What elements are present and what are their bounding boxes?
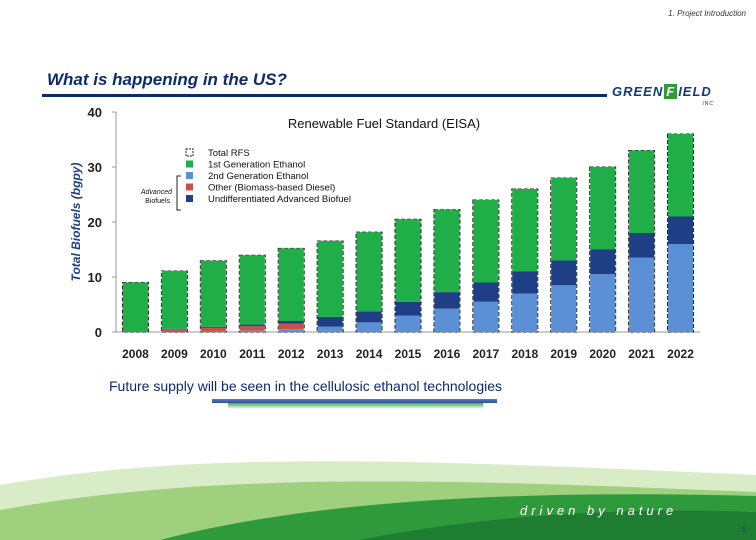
bar-gen1-2018 xyxy=(512,189,538,272)
bar-gen2-2019 xyxy=(551,285,577,332)
legend-label: 2nd Generation Ethanol xyxy=(208,171,308,182)
bar-gen1-2022 xyxy=(668,134,694,217)
x-tick-label: 2015 xyxy=(395,347,422,361)
y-tick-label: 10 xyxy=(88,270,102,285)
x-tick-label: 2012 xyxy=(278,347,305,361)
x-tick-label: 2013 xyxy=(317,347,344,361)
page-number: 5 xyxy=(742,527,746,534)
legend-swatch-3 xyxy=(186,183,193,191)
bar-undiff-2013 xyxy=(317,316,343,327)
legend-label: Undifferentiated Advanced Biofuel xyxy=(208,194,351,205)
statement-underline-shadow xyxy=(228,403,483,409)
y-axis-label: Total Biofuels (bgpy) xyxy=(69,163,83,282)
bar-undiff-2018 xyxy=(512,271,538,294)
legend-bracket xyxy=(176,175,181,211)
logo-text-right: IELD xyxy=(678,84,712,99)
x-tick-label: 2014 xyxy=(356,347,383,361)
bar-other-2009 xyxy=(161,329,187,332)
footer-wave-graphic xyxy=(0,461,756,540)
bar-gen1-2021 xyxy=(629,150,655,233)
legend-bracket-label-line2: Biofuels xyxy=(145,198,170,205)
bar-gen2-2010 xyxy=(200,331,226,332)
section-label: 1. Project Introduction xyxy=(668,9,746,18)
legend-label: Other (Biomass-based Diesel) xyxy=(208,183,335,194)
legend-bracket-label-line1: Advanced xyxy=(140,189,173,196)
logo-subtext: INC xyxy=(702,101,714,107)
footer-statement: Future supply will be seen in the cellul… xyxy=(109,378,503,394)
x-tick-label: 2020 xyxy=(589,347,616,361)
bar-gen2-2011 xyxy=(239,330,265,333)
bar-other-2012 xyxy=(278,323,304,330)
chart-title: Renewable Fuel Standard (EISA) xyxy=(288,116,480,131)
bar-undiff-2019 xyxy=(551,260,577,286)
bar-gen2-2015 xyxy=(395,315,421,332)
x-tick-label: 2019 xyxy=(550,347,577,361)
bar-undiff-2012 xyxy=(278,321,304,324)
legend-swatch-4 xyxy=(186,195,193,202)
bar-gen1-2013 xyxy=(317,240,343,317)
bar-undiff-2017 xyxy=(473,282,499,302)
bar-gen1-2020 xyxy=(590,167,616,250)
title-divider xyxy=(42,94,607,97)
bar-undiff-2009 xyxy=(161,328,187,330)
bar-gen1-2009 xyxy=(161,270,187,329)
bar-gen2-2013 xyxy=(317,326,343,332)
x-tick-label: 2021 xyxy=(628,347,655,361)
bar-other-2011 xyxy=(239,326,265,331)
bar-gen1-2015 xyxy=(395,219,421,302)
bar-undiff-2011 xyxy=(239,324,265,327)
greenfield-logo: GREEN F IELD INC xyxy=(612,84,722,110)
logo-box-letter: F xyxy=(664,84,678,99)
bar-undiff-2021 xyxy=(629,233,655,258)
bar-gen2-2020 xyxy=(590,274,616,332)
legend-label: 1st Generation Ethanol xyxy=(208,160,305,171)
tagline: driven by nature xyxy=(520,503,678,518)
bar-other-2010 xyxy=(200,327,226,332)
bar-gen2-2021 xyxy=(629,257,655,332)
y-tick-label: 0 xyxy=(95,325,102,340)
bar-undiff-2020 xyxy=(590,249,616,275)
bar-gen2-2017 xyxy=(473,301,499,332)
x-tick-label: 2018 xyxy=(511,347,538,361)
statement-underline xyxy=(212,399,497,403)
bar-undiff-2014 xyxy=(356,311,382,323)
bar-gen2-2016 xyxy=(434,308,460,333)
bar-gen2-2014 xyxy=(356,322,382,333)
bar-gen1-2019 xyxy=(551,178,577,261)
y-tick-label: 30 xyxy=(88,160,102,175)
legend-label: Total RFS xyxy=(208,148,250,159)
y-tick-label: 20 xyxy=(88,215,102,230)
x-tick-label: 2022 xyxy=(667,347,694,361)
x-tick-label: 2009 xyxy=(161,347,188,361)
bar-gen2-2012 xyxy=(278,329,304,332)
logo-text-left: GREEN xyxy=(612,84,664,99)
rfs-chart: 0 10 20 30 40 Total Biofuels (bgpy) Renewable … xyxy=(69,105,700,361)
bar-undiff-2015 xyxy=(395,301,421,316)
x-tick-label: 2011 xyxy=(239,347,265,361)
page-title: What is happening in the US? xyxy=(47,70,287,89)
bar-gen1-2010 xyxy=(200,260,226,327)
bar-gen1-2012 xyxy=(278,248,304,321)
bar-gen1-2011 xyxy=(239,255,265,325)
y-tick-label: 40 xyxy=(88,105,102,120)
bar-gen1-2014 xyxy=(356,232,382,312)
bar-gen2-2018 xyxy=(512,293,538,332)
bar-gen1-2008 xyxy=(122,282,148,332)
x-tick-label: 2008 xyxy=(122,347,149,361)
x-tick-label: 2010 xyxy=(200,347,227,361)
bar-gen1-2016 xyxy=(434,209,460,293)
legend-swatch-total xyxy=(185,148,194,157)
bar-gen1-2017 xyxy=(473,200,499,283)
x-tick-label: 2017 xyxy=(473,347,500,361)
legend-swatch-1 xyxy=(186,160,193,168)
bar-gen2-2022 xyxy=(668,244,694,332)
legend-swatch-2 xyxy=(186,172,193,179)
bar-undiff-2022 xyxy=(668,216,694,244)
bar-undiff-2016 xyxy=(434,292,460,309)
bar-undiff-2010 xyxy=(200,326,226,328)
x-tick-label: 2016 xyxy=(434,347,461,361)
